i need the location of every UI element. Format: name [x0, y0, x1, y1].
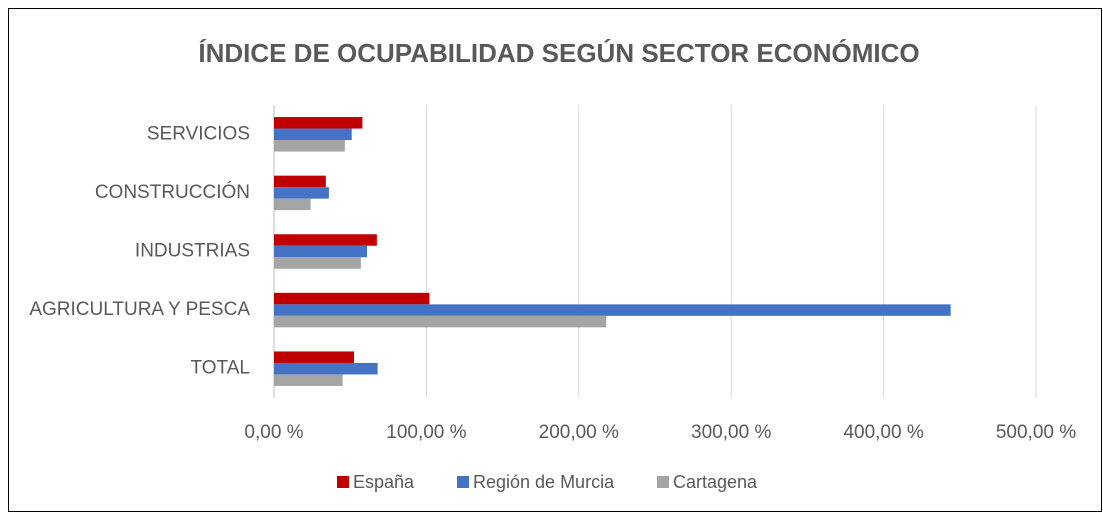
y-tick-label: SERVICIOS [147, 123, 250, 144]
bar [274, 292, 430, 305]
y-tick-label: TOTAL [191, 358, 250, 379]
bar [274, 175, 326, 188]
bar [274, 128, 352, 141]
legend-label: España [353, 472, 415, 492]
x-tick-label: 400,00 % [843, 422, 923, 443]
chart-title: ÍNDICE DE OCUPABILIDAD SEGÚN SECTOR ECON… [198, 38, 919, 68]
x-tick-label: 300,00 % [691, 422, 771, 443]
legend-swatch [657, 476, 669, 488]
bar [274, 140, 345, 152]
legend-label: Región de Murcia [473, 472, 615, 492]
x-tick-label: 200,00 % [539, 422, 619, 443]
bar [274, 198, 311, 211]
y-tick-label: INDUSTRIAS [135, 241, 250, 262]
x-tick-label: 500,00 % [996, 422, 1076, 443]
legend-swatch [457, 476, 469, 488]
bar [274, 117, 363, 129]
bar [274, 245, 367, 258]
bar [274, 362, 378, 375]
bar [274, 257, 361, 269]
bar [274, 187, 329, 199]
bar [274, 374, 343, 386]
bar [274, 315, 607, 328]
chart-border [8, 8, 1102, 512]
x-tick-label: 0,00 % [244, 422, 303, 443]
bar [274, 304, 951, 316]
x-tick-label: 100,00 % [386, 422, 466, 443]
legend-swatch [337, 476, 349, 488]
y-tick-label: AGRICULTURA Y PESCA [29, 299, 250, 320]
legend-label: Cartagena [673, 472, 758, 492]
bar [274, 351, 355, 363]
y-tick-label: CONSTRUCCIÓN [95, 181, 250, 203]
bar [274, 234, 377, 246]
